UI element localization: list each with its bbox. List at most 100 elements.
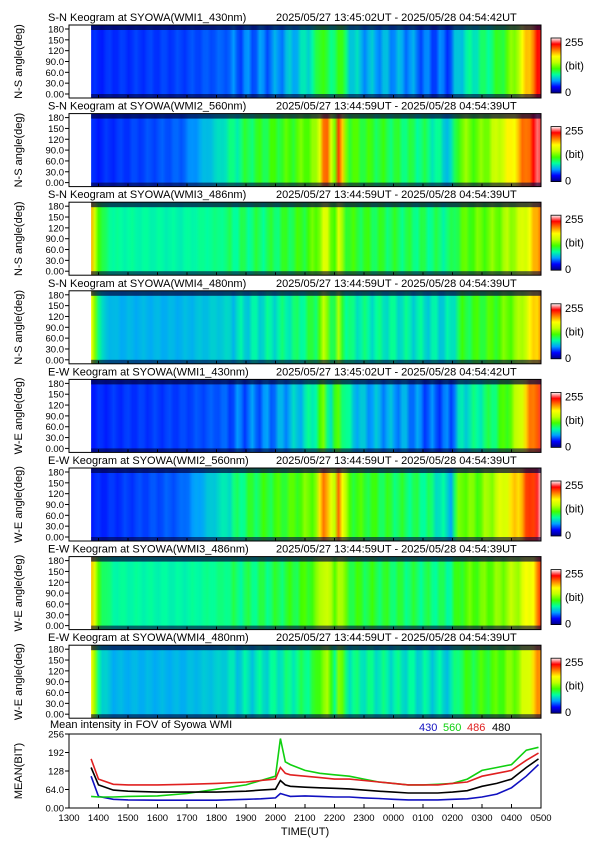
colorbar-unit-label: (bit): [565, 61, 584, 73]
keogram-image: [91, 202, 541, 276]
series-line-430: [90, 764, 540, 802]
lineplot-xtick-label: 0500: [530, 813, 551, 824]
keogram-ytick-label: 180: [48, 379, 64, 390]
keogram-ylabel: N-S angle(deg): [13, 201, 25, 276]
keogram-image: [91, 379, 541, 453]
colorbar-unit-label: (bit): [565, 149, 584, 161]
colorbar-unit-label: (bit): [565, 238, 584, 250]
colorbar-unit-label: (bit): [565, 681, 584, 693]
keogram-ylabel: N-S angle(deg): [13, 113, 25, 188]
keogram-horizon-band: [91, 290, 541, 296]
colorbar-max-label: 255: [565, 214, 583, 226]
keogram-ytick-label: 90.0: [46, 234, 65, 245]
keogram-panel: S-N Keogram at SYOWA(WMI2_560nm) 2025/05/…: [13, 101, 584, 190]
keogram-title: S-N Keogram at SYOWA(WMI2_560nm): [48, 101, 246, 113]
colorbar-min-label: 0: [565, 87, 571, 99]
keogram-time-range: 2025/05/27 13:44:59UT - 2025/05/28 04:54…: [276, 101, 517, 113]
keogram-horizon-band: [91, 113, 541, 119]
keogram-panel: S-N Keogram at SYOWA(WMI3_486nm) 2025/05/…: [13, 189, 584, 278]
keogram-horizon-band: [91, 714, 541, 719]
lineplot-xtick-label: 2200: [324, 813, 345, 824]
series-line-560: [91, 738, 539, 798]
keogram-horizon-band: [91, 468, 541, 473]
mean-intensity-plot: Mean intensity in FOV of Syowa WMI 430 560…: [13, 719, 552, 838]
colorbar-max-label: 255: [565, 303, 583, 315]
keogram-image: [91, 468, 541, 541]
keogram-ytick-label: 0.00: [46, 178, 65, 189]
keogram-time-range: 2025/05/27 13:44:59UT - 2025/05/28 04:54…: [276, 455, 517, 467]
lineplot-ytick-label: 64.0: [46, 785, 65, 796]
colorbar-max-label: 255: [565, 569, 583, 581]
keogram-time-range: 2025/05/27 13:45:02UT - 2025/05/28 04:54…: [276, 12, 517, 24]
keogram-horizon-band: [91, 182, 541, 187]
colorbar-max-label: 255: [565, 391, 583, 403]
colorbar: [550, 303, 562, 360]
colorbar: [550, 657, 562, 714]
keogram-ytick-label: 0.00: [46, 710, 65, 721]
colorbar-unit-label: (bit): [565, 504, 584, 516]
lineplot-ytick-label: 128: [48, 767, 64, 778]
keogram-panel: S-N Keogram at SYOWA(WMI4_480nm) 2025/05/…: [13, 278, 584, 367]
keogram-horizon-band: [91, 379, 541, 385]
keogram-ytick-label: 60.0: [46, 334, 65, 345]
keogram-ytick-label: 120: [48, 489, 64, 500]
keogram-ytick-label: 90.0: [46, 589, 65, 600]
keogram-ytick-label: 180: [48, 645, 64, 656]
keogram-horizon-band: [91, 94, 541, 98]
keogram-title: E-W Keogram at SYOWA(WMI3_486nm): [48, 544, 249, 556]
keogram-ytick-label: 30.0: [46, 79, 65, 90]
keogram-image: [91, 25, 541, 98]
keogram-time-range: 2025/05/27 13:44:59UT - 2025/05/28 04:54…: [276, 544, 517, 556]
keogram-ytick-label: 180: [48, 113, 64, 124]
keogram-horizon-band: [91, 202, 541, 208]
colorbar-min-label: 0: [565, 176, 571, 188]
lineplot-xtick-label: 2000: [265, 813, 286, 824]
keogram-horizon-band: [91, 448, 541, 453]
keogram-title: E-W Keogram at SYOWA(WMI4_480nm): [48, 632, 249, 644]
keogram-time-range: 2025/05/27 13:45:02UT - 2025/05/28 04:54…: [276, 366, 517, 378]
keogram-ytick-label: 60.0: [46, 245, 65, 256]
colorbar: [550, 391, 562, 448]
keogram-ytick-label: 90.0: [46, 411, 65, 422]
lineplot-ytick-label: 256: [48, 730, 64, 741]
keogram-ylabel: W-E angle(deg): [13, 643, 25, 720]
keogram-ylabel: N-S angle(deg): [13, 24, 25, 99]
keogram-time-range: 2025/05/27 13:44:59UT - 2025/05/28 04:54…: [276, 632, 517, 644]
lineplot-ylabel: MEAN(BIT): [13, 743, 25, 799]
lineplot-title: Mean intensity in FOV of Syowa WMI: [50, 719, 232, 731]
keogram-ytick-label: 180: [48, 290, 64, 301]
colorbar-min-label: 0: [565, 619, 571, 631]
lineplot-xlabel: TIME(UT): [281, 826, 329, 838]
keogram-ytick-label: 180: [48, 468, 64, 479]
keogram-ytick-label: 30.0: [46, 699, 65, 710]
legend-486: 486: [467, 722, 485, 734]
colorbar-max-label: 255: [565, 480, 583, 492]
colorbar-min-label: 0: [565, 353, 571, 365]
keogram-image: [91, 556, 541, 630]
keogram-ytick-label: 90.0: [46, 677, 65, 688]
keogram-horizon-band: [91, 556, 541, 562]
lineplot-xtick-label: 0200: [442, 813, 463, 824]
keogram-ytick-label: 30.0: [46, 522, 65, 533]
lineplot-ytick-label: 0.00: [46, 804, 65, 815]
keogram-ytick-label: 120: [48, 135, 64, 146]
series-line-480: [90, 758, 539, 794]
colorbar-min-label: 0: [565, 530, 571, 542]
colorbar-max-label: 255: [565, 37, 583, 49]
lineplot-xtick-label: 2100: [294, 813, 315, 824]
keogram-panels: S-N Keogram at SYOWA(WMI1_430nm) 2025/05/…: [13, 12, 584, 721]
keogram-ytick-label: 30.0: [46, 256, 65, 267]
colorbar-unit-label: (bit): [565, 592, 584, 604]
lineplot-xtick-label: 1500: [117, 813, 138, 824]
keogram-horizon-band: [91, 359, 541, 364]
lineplot-xtick-label: 1900: [235, 813, 256, 824]
colorbar: [550, 480, 562, 537]
keogram-horizon-band: [91, 25, 541, 30]
keogram-ytick-label: 60.0: [46, 688, 65, 699]
keogram-ytick-label: 60.0: [46, 422, 65, 433]
keogram-ytick-label: 60.0: [46, 599, 65, 610]
keogram-title: E-W Keogram at SYOWA(WMI2_560nm): [48, 455, 249, 467]
lineplot-xtick-label: 1300: [58, 813, 79, 824]
keogram-horizon-band: [91, 625, 541, 630]
